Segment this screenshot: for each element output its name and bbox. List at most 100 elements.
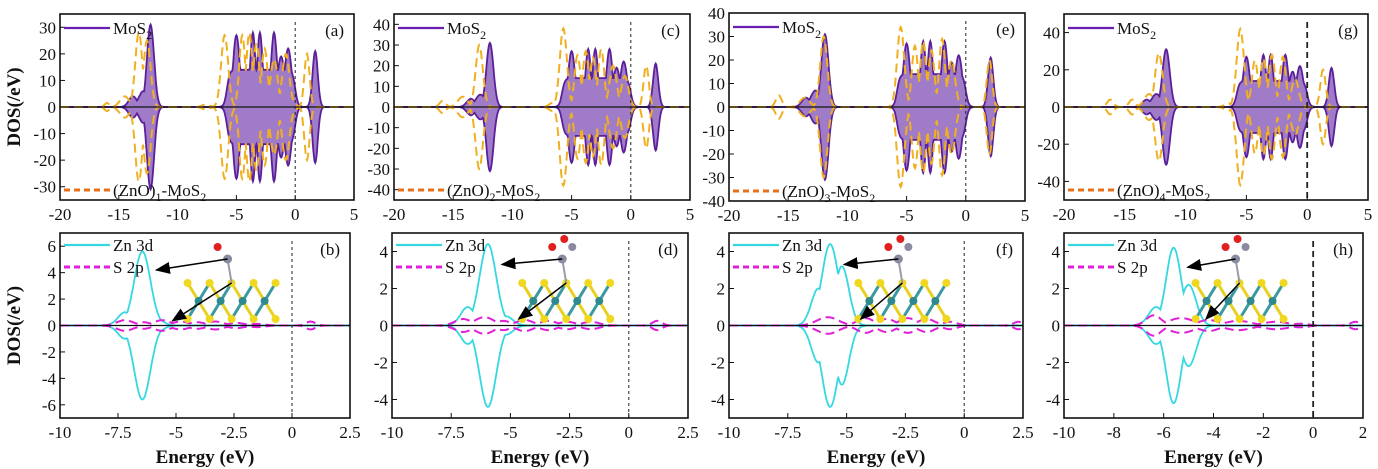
x-axis-label: Energy (eV) xyxy=(491,447,590,468)
legend-label: S 2p xyxy=(113,258,144,277)
series-line-up-S 2p xyxy=(729,316,1023,327)
y-tick-label: -30 xyxy=(702,169,725,188)
arrow-s-2p xyxy=(1205,282,1241,321)
sulfur-atom xyxy=(920,279,929,287)
y-tick-label: 30 xyxy=(373,36,390,55)
sulfur-atom xyxy=(584,279,593,287)
arrow-s-2p xyxy=(171,282,233,322)
series-fill-up-MoS2 xyxy=(60,24,354,108)
sulfur-atom xyxy=(562,315,571,323)
panel-e: -20 -15 -10 -5 0 5 40 30 20 10 0 -10 -20 -30 -40 (e) MoS… xyxy=(702,4,1029,225)
x-tick-label: 0 xyxy=(288,423,297,442)
series-line-down-(ZnO)3-MoS2 xyxy=(729,106,1025,189)
panel-label: (d) xyxy=(658,240,678,259)
arrow-zn-3d xyxy=(154,258,228,274)
x-tick-label: -10 xyxy=(1174,205,1197,224)
panel-label: (g) xyxy=(1338,21,1358,40)
sulfur-atom xyxy=(876,315,885,323)
y-tick-label: 0 xyxy=(717,317,726,336)
y-tick-label: 0 xyxy=(48,98,57,117)
y-tick-label: -10 xyxy=(702,122,725,141)
y-tick-label: -20 xyxy=(367,139,390,158)
y-tick-label: 2 xyxy=(380,280,389,299)
x-tick-label: 0 xyxy=(960,423,969,442)
legend-label: S 2p xyxy=(445,258,476,277)
molybdenum-atom xyxy=(865,297,874,305)
x-tick-label: -2.5 xyxy=(892,423,919,442)
oxygen-atom xyxy=(884,243,893,251)
series-line-down-MoS2 xyxy=(60,106,354,192)
x-tick-label: 5 xyxy=(1364,205,1373,224)
legend-label: (ZnO)2-MoS2 xyxy=(447,181,540,204)
x-tick-label: 5 xyxy=(350,205,359,224)
y-tick-label: 20 xyxy=(373,57,390,76)
series-fill-down-MoS2 xyxy=(729,107,1025,180)
series-line-up-(ZnO)3-MoS2 xyxy=(729,25,1025,108)
series-line-down-Zn 3d xyxy=(60,324,350,401)
sulfur-atom xyxy=(518,279,527,287)
x-tick-label: -10 xyxy=(166,205,189,224)
x-tick-label: -15 xyxy=(777,206,800,225)
y-tick-label: -20 xyxy=(702,145,725,164)
series-line-down-MoS2 xyxy=(394,106,690,173)
x-tick-label: -10 xyxy=(501,205,524,224)
x-tick-label: -7.5 xyxy=(438,423,465,442)
y-tick-label: -40 xyxy=(1037,172,1060,191)
x-tick-label: -20 xyxy=(1053,205,1076,224)
x-tick-label: -20 xyxy=(49,205,72,224)
y-tick-label: -40 xyxy=(367,181,390,200)
x-tick-label: 0 xyxy=(625,423,634,442)
series-line-down-S 2p xyxy=(1064,324,1363,337)
plot-area xyxy=(1064,22,1368,200)
arrow-zn-3d xyxy=(842,257,899,270)
molybdenum-atom xyxy=(529,297,538,305)
x-tick-label: 0 xyxy=(627,205,636,224)
legend-subscript: 2 xyxy=(815,27,821,41)
y-tick-label: -2 xyxy=(711,354,725,373)
x-tick-label: -2 xyxy=(1256,423,1270,442)
x-tick-label: -8 xyxy=(1107,423,1121,442)
legend-text: (ZnO) xyxy=(782,182,824,201)
y-tick-label: 0 xyxy=(380,317,389,336)
series-fill-up-MoS2 xyxy=(1064,49,1368,107)
y-tick-label: -4 xyxy=(42,369,57,388)
oxygen-atom xyxy=(213,243,222,251)
x-tick-label: -5 xyxy=(1239,205,1253,224)
panel-b: -10 -7.5 -5 -2.5 0 2.5 6 4 2 0 -2 -4 -6 DOS(/eV) Energ… xyxy=(4,232,361,468)
sulfur-atom xyxy=(183,279,192,287)
y-tick-label: -10 xyxy=(33,125,56,144)
y-tick-label: -4 xyxy=(374,391,389,410)
series-line-down-(ZnO)1-MoS2 xyxy=(60,106,354,185)
panel-label: (f) xyxy=(996,240,1013,259)
legend-text: -MoS xyxy=(161,181,200,200)
plot-area xyxy=(60,241,350,418)
series-line-up-S 2p xyxy=(392,316,688,327)
series-line-up-(ZnO)1-MoS2 xyxy=(60,29,354,108)
arrow-s-2p xyxy=(517,282,567,320)
molybdenum-atom xyxy=(573,297,582,305)
y-tick-label: 0 xyxy=(1052,317,1061,336)
structure-inset xyxy=(842,235,951,323)
x-tick-label: 2.5 xyxy=(339,423,360,442)
y-tick-label: -4 xyxy=(711,391,726,410)
series-line-down-Zn 3d xyxy=(392,324,688,408)
legend-label: S 2p xyxy=(1117,258,1148,277)
x-tick-label: 5 xyxy=(1021,206,1030,225)
series-line-up-MoS2 xyxy=(1064,47,1368,108)
legend-text: Zn 3d xyxy=(782,236,823,255)
x-tick-label: -5 xyxy=(840,423,854,442)
legend-label: MoS2 xyxy=(1117,19,1156,42)
y-tick-label: 20 xyxy=(1043,61,1060,80)
legend-text: MoS xyxy=(1117,19,1150,38)
panel-label: (a) xyxy=(325,21,344,40)
x-tick-label: -20 xyxy=(718,206,741,225)
legend-text: (ZnO) xyxy=(447,181,489,200)
series-fill-down-MoS2 xyxy=(60,107,354,190)
sulfur-atom xyxy=(1279,279,1288,287)
sulfur-atom xyxy=(271,315,280,323)
legend-label: (ZnO)3-MoS2 xyxy=(782,182,875,205)
legend-subscript: 2 xyxy=(200,190,206,204)
legend-text: (ZnO) xyxy=(1117,181,1159,200)
plot-area xyxy=(1064,241,1363,418)
